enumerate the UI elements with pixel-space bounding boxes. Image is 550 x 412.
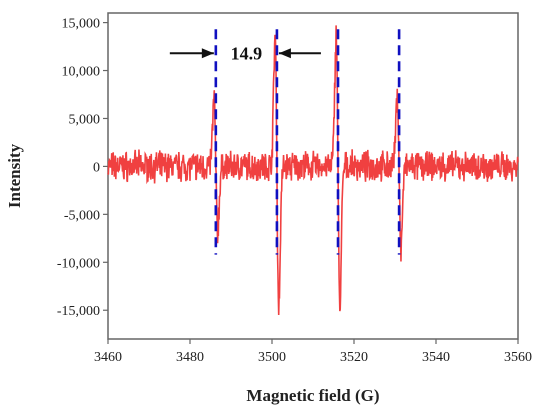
y-tick-label-10000: 10,000 bbox=[62, 65, 101, 80]
arrow-right-head bbox=[278, 48, 291, 59]
x-tick-label-3560: 3560 bbox=[504, 350, 532, 365]
y-tick-label--15000: -15,000 bbox=[57, 304, 100, 319]
y-tick-label--5000: -5,000 bbox=[64, 208, 100, 223]
plot-frame bbox=[107, 12, 519, 340]
series-line bbox=[107, 25, 519, 315]
x-axis-ticks: 3460 3480 3500 3520 3540 3560 bbox=[94, 339, 532, 365]
y-axis-title: Intensity bbox=[5, 143, 24, 208]
x-tick-label-3520: 3520 bbox=[340, 350, 368, 365]
x-tick-label-3500: 3500 bbox=[258, 350, 286, 365]
peak-marker-lines bbox=[214, 29, 401, 255]
x-tick-label-3460: 3460 bbox=[94, 350, 122, 365]
y-axis-ticks: 15,000 10,000 5,000 0 -5,000 -10,000 -15,000 bbox=[57, 17, 108, 319]
y-tick-label--10000: -10,000 bbox=[57, 256, 100, 271]
x-tick-label-3540: 3540 bbox=[422, 350, 450, 365]
y-tick-label-5000: 5,000 bbox=[69, 112, 101, 127]
arrow-left-head bbox=[201, 48, 214, 59]
y-tick-label-0: 0 bbox=[93, 160, 100, 175]
x-axis-title: Magnetic field (G) bbox=[246, 386, 379, 405]
splitting-annotation: 14.9 bbox=[169, 43, 321, 63]
x-tick-label-3480: 3480 bbox=[176, 350, 204, 365]
y-tick-label-15000: 15,000 bbox=[62, 17, 101, 32]
splitting-label: 14.9 bbox=[231, 43, 263, 63]
